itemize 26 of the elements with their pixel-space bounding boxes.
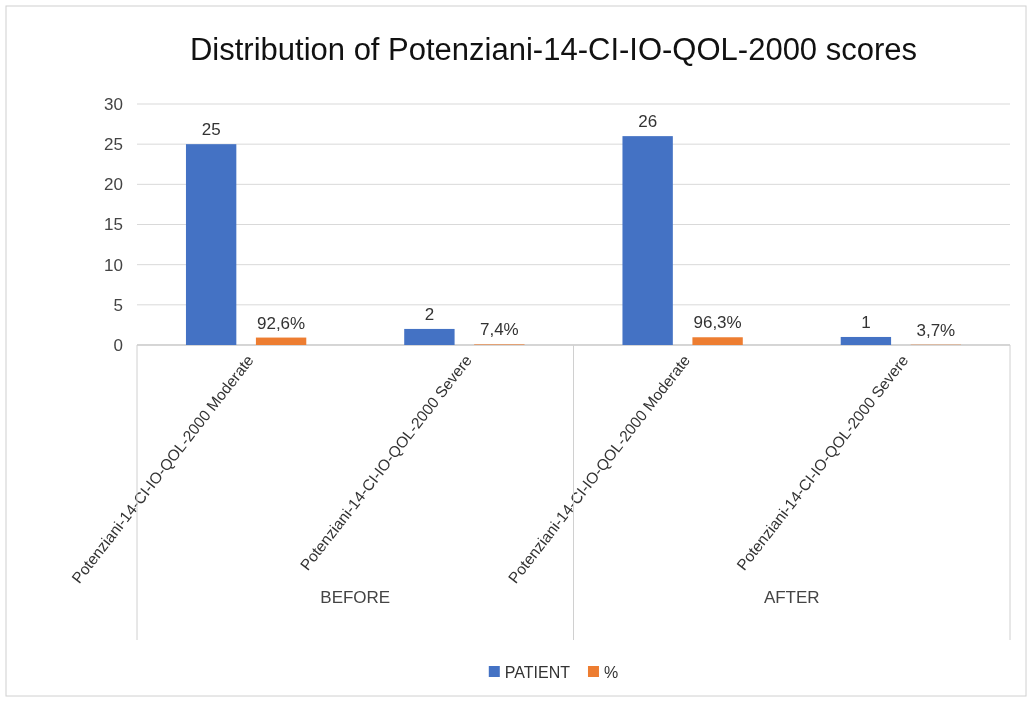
bar <box>185 144 237 345</box>
y-tick-label: 15 <box>104 215 123 235</box>
text: BEFORE <box>320 588 391 607</box>
bar <box>404 328 455 345</box>
legend-label: PATIENT <box>504 663 571 681</box>
data-label: 7,4% <box>479 320 519 340</box>
legend-label: % <box>603 663 619 681</box>
y-tick-label: 10 <box>104 255 123 275</box>
y-tick-label: 20 <box>104 175 123 195</box>
y-tick-label: 0 <box>113 335 123 355</box>
bar <box>622 136 673 345</box>
y-tick-label: 30 <box>104 94 123 114</box>
data-label: 1 <box>861 312 871 332</box>
bar <box>840 336 892 345</box>
data-label: 92,6% <box>257 313 306 333</box>
data-label: 26 <box>638 112 658 132</box>
y-tick-label: 25 <box>104 135 123 155</box>
bar <box>255 337 307 345</box>
text: AFTER <box>763 588 820 607</box>
data-label: 3,7% <box>916 320 956 340</box>
data-label: 96,3% <box>693 313 742 333</box>
data-label: 25 <box>201 120 221 140</box>
chart-title: Distribution of Potenziani-14-CI-IO-QOL-2000 scores <box>189 32 918 67</box>
data-label: 2 <box>424 304 435 324</box>
bar <box>692 337 743 345</box>
y-tick-label: 5 <box>113 295 123 315</box>
